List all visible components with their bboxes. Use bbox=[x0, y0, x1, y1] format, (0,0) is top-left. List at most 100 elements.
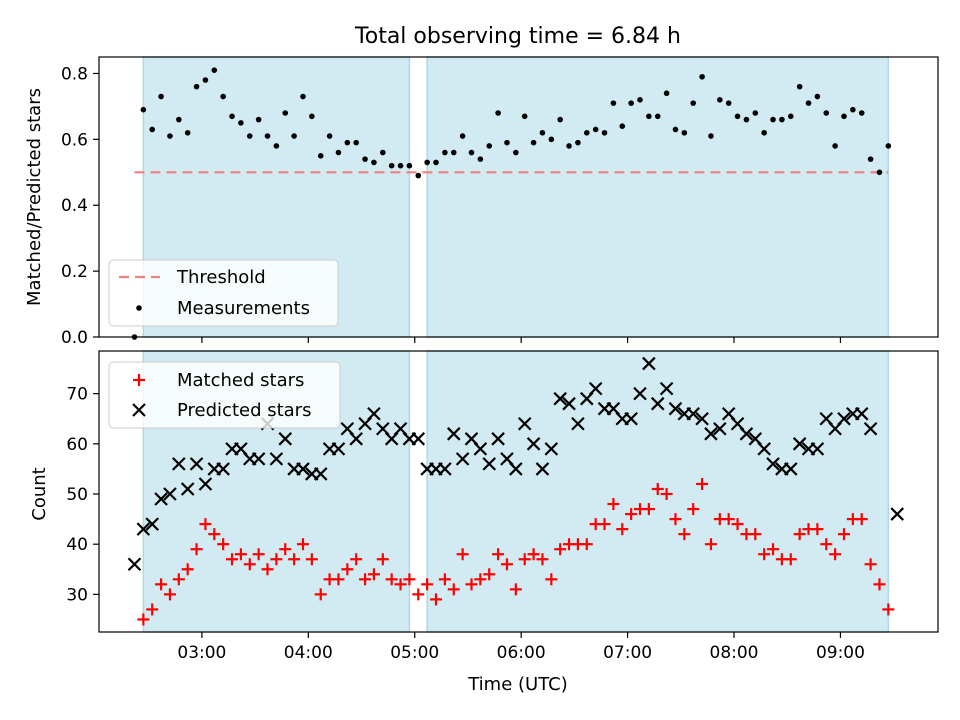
measurement-point bbox=[557, 116, 563, 123]
measurement-point bbox=[814, 93, 821, 100]
matched-star-marker bbox=[341, 563, 354, 576]
bottom-xtick-label: 04:00 bbox=[284, 643, 333, 663]
predicted-marker-b bbox=[757, 442, 771, 456]
bottom-axes-frame bbox=[98, 350, 939, 633]
predicted-star-marker bbox=[509, 462, 523, 476]
measurement-point bbox=[229, 113, 235, 120]
measurement-point bbox=[282, 110, 289, 116]
matched-star-marker bbox=[465, 578, 478, 591]
matched-star-marker bbox=[181, 563, 194, 576]
measurement-point bbox=[220, 93, 226, 100]
predicted-marker-b bbox=[269, 452, 284, 466]
top-xticks bbox=[201, 337, 842, 343]
measurement-point bbox=[743, 116, 750, 123]
predicted-star-marker bbox=[783, 462, 798, 476]
matched-star-marker bbox=[625, 508, 638, 521]
top-yticks: 0.0 0.2 0.4 0.6 0.8 bbox=[61, 64, 99, 348]
measurement-point bbox=[805, 100, 812, 106]
matched-star-marker bbox=[554, 543, 567, 556]
matched-star-marker bbox=[758, 548, 771, 561]
predicted-marker-b bbox=[890, 507, 904, 521]
predicted-star-marker bbox=[792, 437, 807, 451]
matched-star-marker bbox=[527, 548, 540, 561]
top-observing-span-1 bbox=[426, 56, 890, 338]
bottom-ytick-label: 40 bbox=[66, 535, 88, 555]
predicted-star-marker bbox=[668, 401, 683, 416]
bottom-xtick-label: 06:00 bbox=[497, 643, 546, 663]
top-legend: Threshold Measurements bbox=[108, 259, 339, 327]
measurement-point bbox=[406, 162, 413, 169]
predicted-marker-b bbox=[172, 457, 186, 471]
matched-star-marker bbox=[696, 477, 709, 490]
predicted-star-marker bbox=[438, 462, 452, 476]
measurement-point bbox=[708, 133, 714, 139]
matched-star-marker bbox=[864, 558, 877, 571]
measurement-point bbox=[442, 149, 448, 156]
predicted-marker-b bbox=[154, 492, 168, 506]
measurement-point bbox=[592, 126, 599, 133]
measurement-point bbox=[202, 77, 209, 83]
matched-star-marker bbox=[447, 583, 460, 596]
matched-star-marker bbox=[270, 553, 283, 566]
measurement-point bbox=[619, 123, 626, 129]
predicted-star-marker bbox=[659, 381, 674, 396]
measurement-point bbox=[539, 129, 546, 136]
predicted-marker-b bbox=[216, 462, 230, 476]
matched-star-marker bbox=[376, 553, 389, 566]
matched-star-marker bbox=[545, 573, 558, 586]
measurement-point bbox=[184, 129, 191, 136]
bottom-xtick-label: 09:00 bbox=[816, 643, 865, 663]
measurement-point bbox=[796, 83, 803, 90]
matched-star-marker bbox=[438, 573, 451, 586]
matched-star-marker bbox=[483, 568, 496, 581]
matched-star-marker bbox=[155, 578, 168, 591]
bottom-panel: 03:00 04:00 05:00 06:00 07:00 08:00 09:00 30 40… bbox=[29, 350, 939, 695]
predicted-star-marker bbox=[313, 467, 328, 481]
measurement-point bbox=[468, 149, 475, 156]
predicted-marker-b bbox=[588, 381, 603, 396]
bottom-ytick-label: 50 bbox=[66, 485, 88, 505]
matched-star-marker bbox=[226, 553, 239, 566]
matched-star-marker bbox=[580, 538, 593, 551]
measurement-point bbox=[158, 93, 164, 100]
measurement-point bbox=[238, 120, 244, 126]
measurement-point bbox=[770, 116, 776, 123]
matched-star-marker bbox=[536, 553, 549, 566]
measurement-point bbox=[725, 100, 732, 106]
measurement-point bbox=[858, 110, 865, 116]
predicted-star-marker bbox=[189, 457, 204, 471]
matched-star-marker bbox=[642, 503, 655, 516]
bottom-points bbox=[127, 356, 904, 626]
predicted-star-marker bbox=[571, 416, 585, 431]
predicted-star-marker bbox=[739, 427, 754, 441]
top-panel: 0.00.20.40.60.8 Matched/Predicted stars … bbox=[24, 56, 939, 348]
predicted-star-marker bbox=[349, 432, 363, 446]
predicted-star-marker bbox=[704, 427, 718, 441]
matched-star-marker bbox=[474, 573, 487, 586]
bottom-xtick-label: 08:00 bbox=[710, 643, 759, 663]
matched-star-marker bbox=[855, 513, 868, 526]
predicted-marker-b bbox=[340, 421, 355, 436]
measurement-point bbox=[495, 110, 501, 116]
predicted-marker-b bbox=[464, 432, 479, 446]
predicted-marker-b bbox=[331, 442, 346, 456]
predicted-star-marker bbox=[251, 452, 266, 466]
predicted-marker-b bbox=[455, 452, 470, 466]
measurement-point bbox=[779, 116, 785, 123]
predicted-marker-b bbox=[482, 457, 497, 471]
measurement-point bbox=[628, 100, 634, 106]
legend-measurements-swatch bbox=[136, 305, 142, 311]
predicted-star-marker bbox=[544, 442, 559, 456]
predicted-marker-b bbox=[517, 416, 532, 431]
predicted-star-marker bbox=[127, 557, 142, 572]
predicted-star-marker bbox=[713, 421, 727, 436]
predicted-marker-b bbox=[650, 396, 665, 411]
measurement-point bbox=[823, 110, 830, 116]
predicted-marker-b bbox=[863, 421, 878, 436]
matched-star-marker bbox=[243, 558, 256, 571]
predicted-star-marker bbox=[411, 432, 426, 446]
predicted-marker-b bbox=[180, 482, 195, 496]
matched-star-marker bbox=[394, 578, 407, 591]
measurement-point bbox=[850, 106, 856, 113]
measurement-point bbox=[486, 143, 493, 149]
